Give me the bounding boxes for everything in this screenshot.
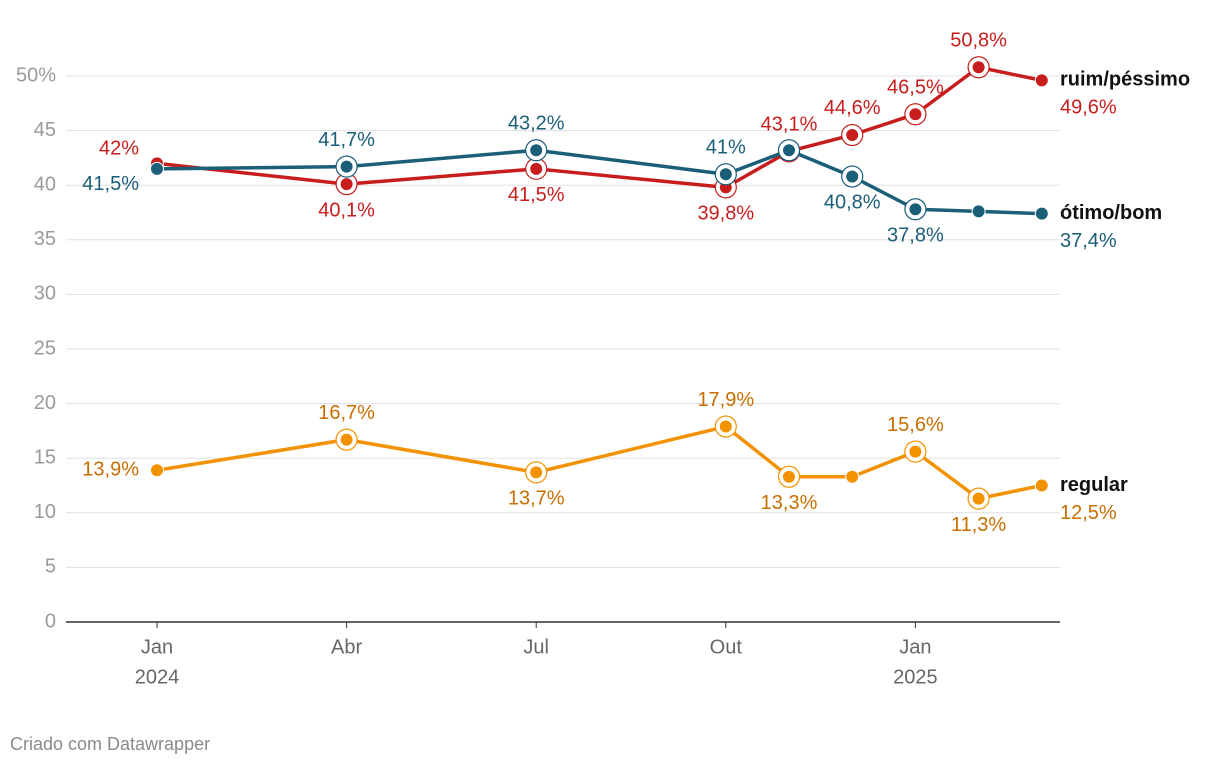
point bbox=[529, 143, 544, 158]
value-label: 44,6% bbox=[824, 97, 881, 119]
value-label: 11,3% bbox=[951, 514, 1006, 536]
point bbox=[908, 444, 923, 459]
point bbox=[971, 204, 986, 219]
value-label: 41,5% bbox=[82, 173, 139, 195]
value-label: 46,5% bbox=[887, 77, 944, 99]
y-tick-label: 45 bbox=[34, 119, 56, 141]
value-label: 49,6% bbox=[1060, 97, 1117, 119]
y-tick-label: 0 bbox=[45, 610, 56, 632]
x-tick-year: 2025 bbox=[893, 666, 938, 688]
y-tick-label: 10 bbox=[34, 501, 56, 523]
point bbox=[1034, 206, 1049, 221]
value-label: 41,7% bbox=[318, 129, 375, 151]
value-label: 50,8% bbox=[950, 30, 1007, 52]
y-tick-label: 40 bbox=[34, 173, 56, 195]
value-label: 42% bbox=[99, 138, 139, 160]
point bbox=[782, 469, 796, 484]
point bbox=[529, 465, 544, 480]
point bbox=[971, 491, 986, 506]
point bbox=[718, 167, 733, 182]
value-label: 13,7% bbox=[508, 488, 565, 510]
point bbox=[339, 159, 354, 174]
point bbox=[339, 432, 354, 447]
value-label: 40,1% bbox=[318, 199, 375, 221]
point bbox=[971, 60, 986, 75]
value-label: 37,8% bbox=[887, 225, 944, 247]
y-tick-label: 5 bbox=[45, 556, 56, 578]
series-name: ruim/péssimo bbox=[1060, 69, 1190, 91]
point bbox=[1034, 478, 1049, 493]
value-label: 39,8% bbox=[697, 203, 754, 225]
value-label: 13,3% bbox=[761, 492, 818, 514]
point bbox=[150, 463, 164, 478]
footer: Criado com Datawrapper bbox=[10, 734, 210, 754]
point bbox=[845, 169, 860, 184]
point bbox=[339, 177, 354, 192]
value-label: 41,5% bbox=[508, 184, 565, 206]
point bbox=[908, 107, 923, 122]
y-tick-label: 30 bbox=[34, 283, 56, 305]
x-tick-label: Jan bbox=[141, 636, 173, 658]
x-tick-label: Jul bbox=[523, 636, 549, 658]
value-label: 40,8% bbox=[824, 192, 881, 214]
point bbox=[845, 127, 860, 142]
y-tick-label: 25 bbox=[34, 337, 56, 359]
point bbox=[845, 469, 860, 484]
y-tick-label: 50% bbox=[16, 64, 56, 86]
point bbox=[908, 202, 923, 217]
point bbox=[782, 143, 796, 158]
series-line bbox=[156, 424, 1043, 501]
value-label: 17,9% bbox=[697, 389, 754, 411]
series-name: ótimo/bom bbox=[1060, 202, 1162, 224]
value-label: 43,2% bbox=[508, 113, 565, 135]
y-tick-label: 15 bbox=[34, 446, 56, 468]
x-tick-label: Jan bbox=[899, 636, 931, 658]
point bbox=[529, 161, 544, 176]
value-label: 16,7% bbox=[318, 402, 375, 424]
point bbox=[150, 161, 164, 176]
y-tick-label: 20 bbox=[34, 392, 56, 414]
value-label: 12,5% bbox=[1060, 502, 1117, 524]
x-tick-year: 2024 bbox=[135, 666, 180, 688]
point bbox=[1034, 73, 1049, 88]
value-label: 43,1% bbox=[761, 114, 818, 136]
point bbox=[718, 419, 733, 434]
value-label: 13,9% bbox=[82, 458, 139, 480]
series-name: regular bbox=[1060, 474, 1128, 496]
value-label: 41% bbox=[706, 137, 746, 159]
value-label: 15,6% bbox=[887, 414, 944, 436]
x-tick-label: Abr bbox=[331, 636, 362, 658]
value-label: 37,4% bbox=[1060, 230, 1117, 252]
x-tick-label: Out bbox=[710, 636, 743, 658]
y-tick-label: 35 bbox=[34, 228, 56, 250]
